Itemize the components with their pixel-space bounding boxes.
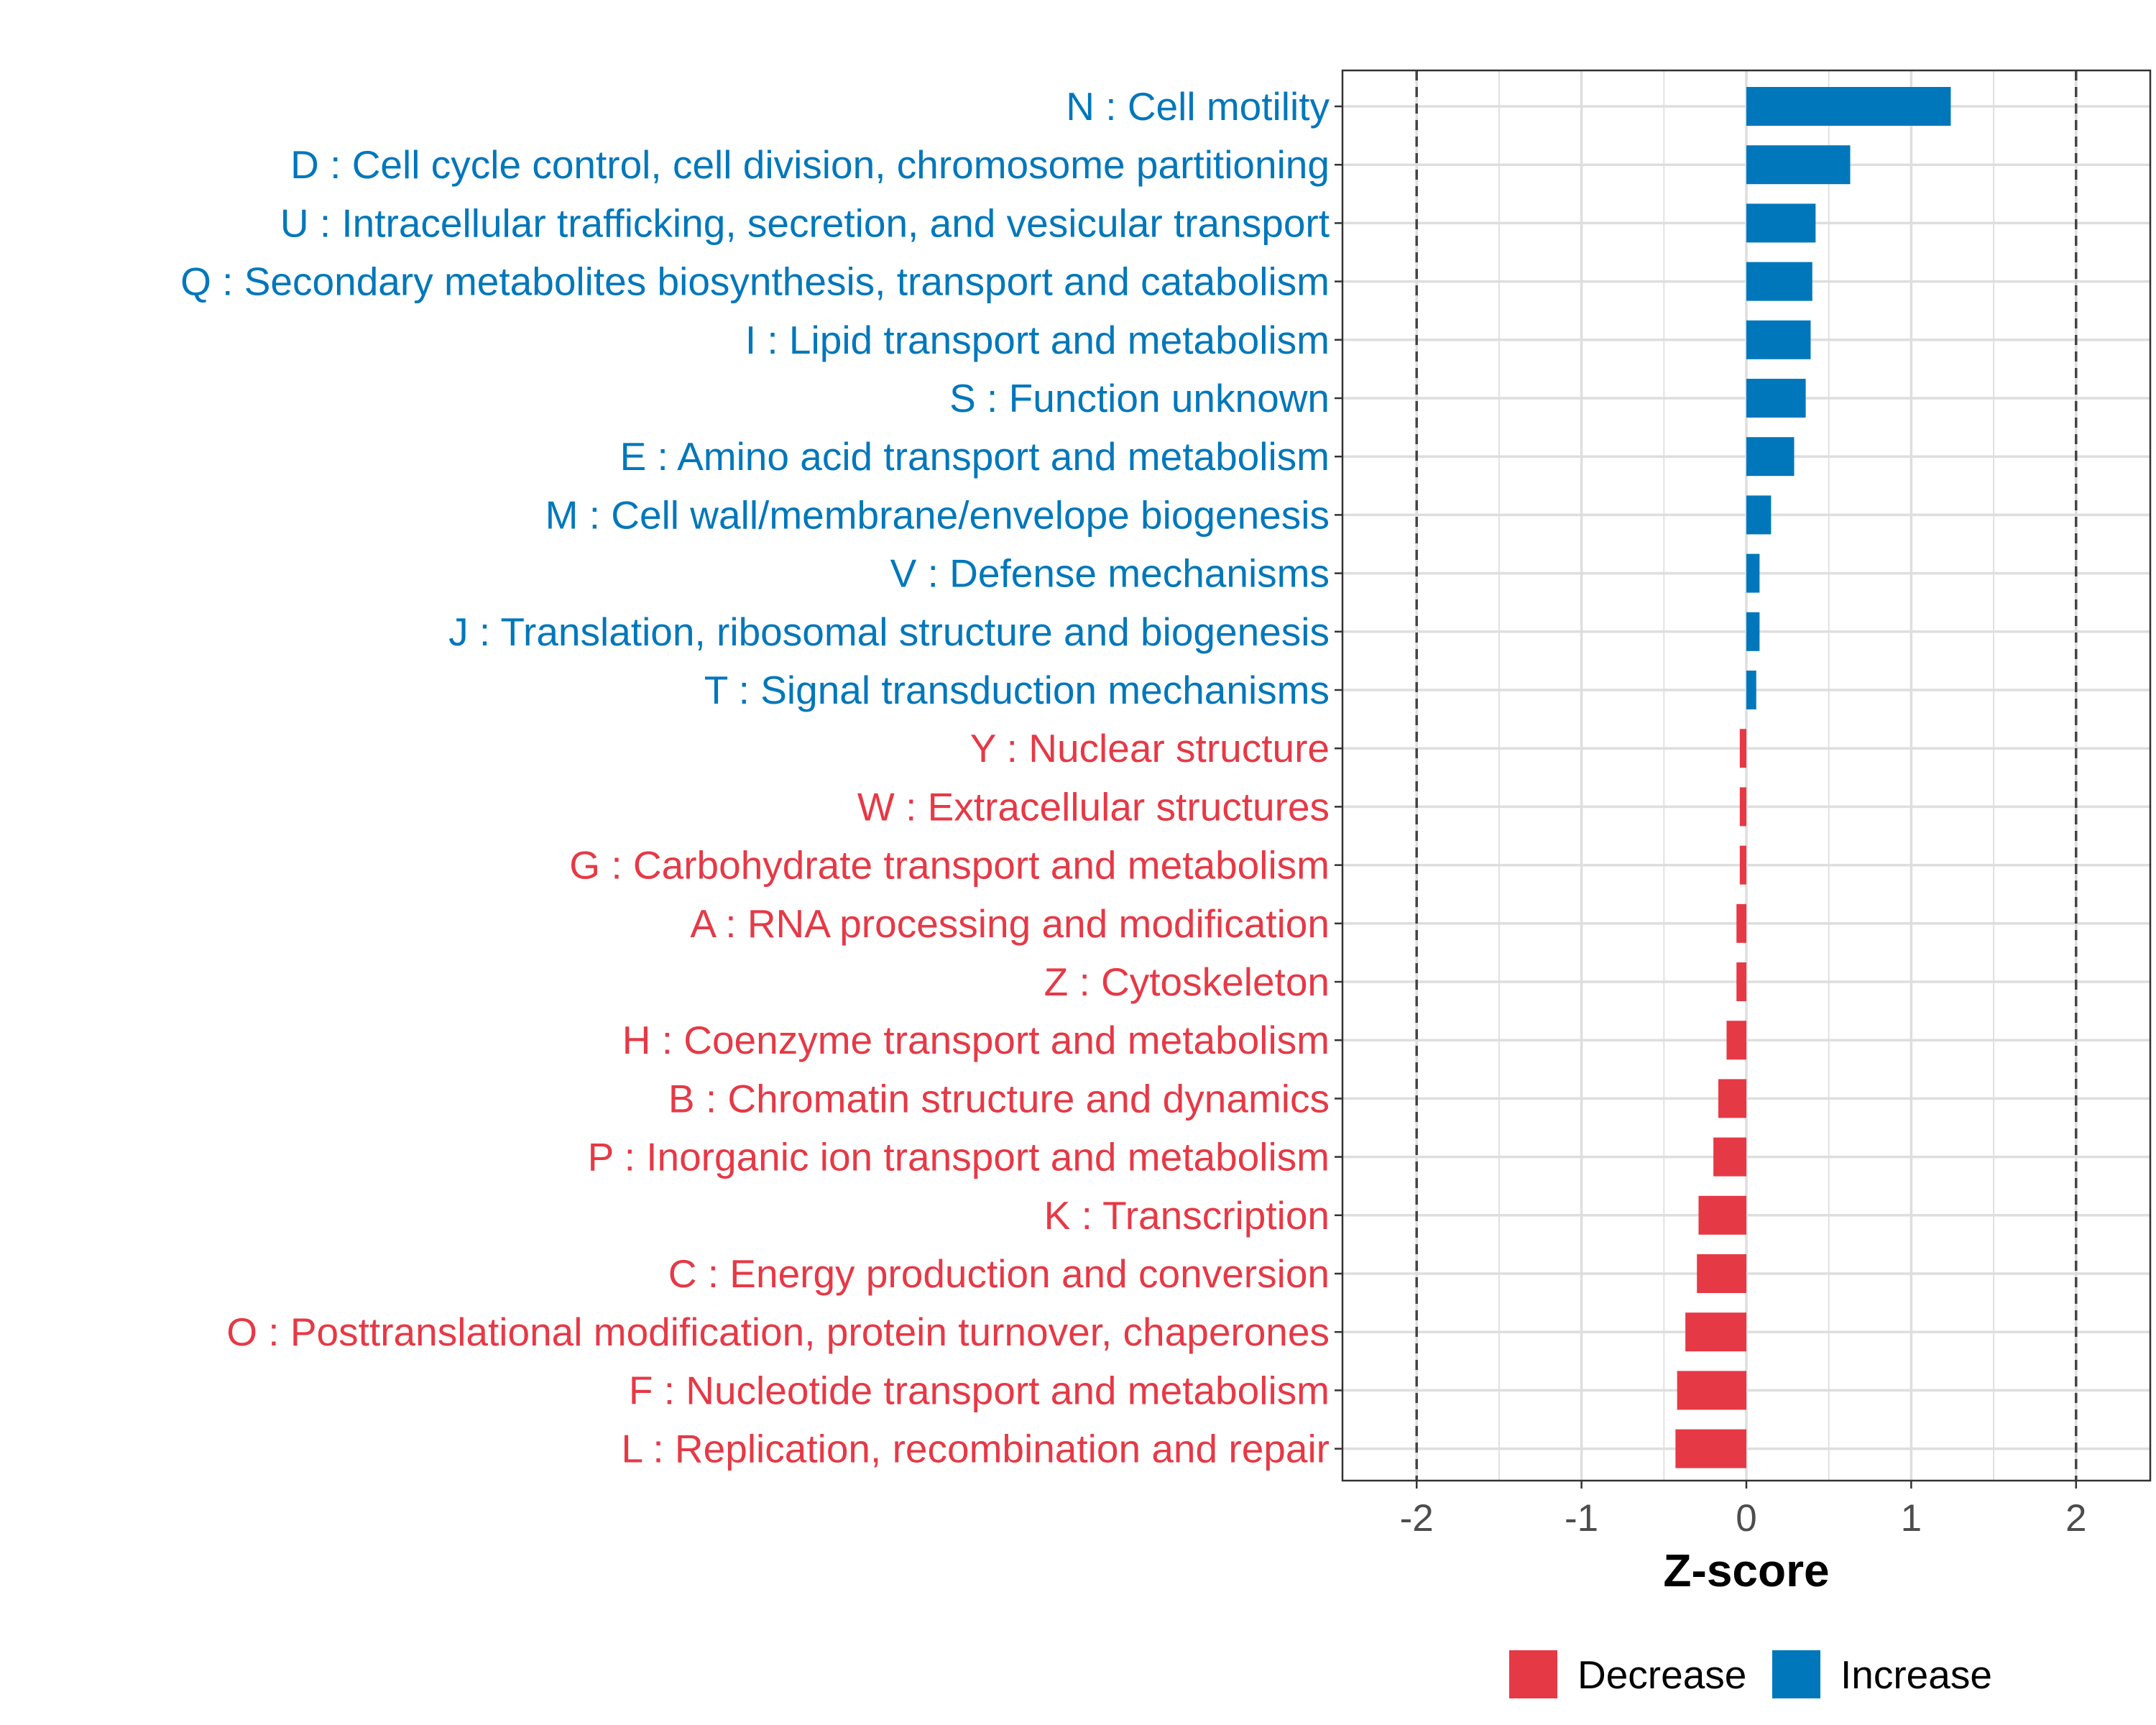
legend-label: Increase (1841, 1652, 1992, 1697)
category-label: D : Cell cycle control, cell division, c… (290, 142, 1330, 187)
bar (1746, 320, 1811, 359)
bar (1746, 553, 1760, 593)
category-label: T : Signal transduction mechanisms (704, 668, 1330, 712)
bar (1736, 962, 1746, 1001)
category-label: V : Defense mechanisms (890, 551, 1330, 596)
bar (1736, 903, 1746, 943)
bar (1746, 145, 1851, 185)
x-tick-label: 1 (1901, 1497, 1922, 1540)
bar (1746, 379, 1806, 418)
bars (1675, 87, 1951, 1468)
bar (1697, 1254, 1746, 1293)
x-axis-title: Z-score (1663, 1545, 1829, 1596)
category-label: I : Lipid transport and metabolism (745, 318, 1330, 362)
bar (1718, 1079, 1746, 1118)
bar (1746, 262, 1812, 301)
category-label: J : Translation, ribosomal structure and… (448, 610, 1330, 654)
category-label: S : Function unknown (949, 376, 1330, 420)
bar (1675, 1429, 1746, 1468)
category-label: Y : Nuclear structure (970, 726, 1330, 770)
bar (1746, 437, 1795, 477)
bar (1746, 495, 1772, 535)
category-label: W : Extracellular structures (857, 784, 1330, 829)
x-tick-label: -1 (1565, 1497, 1598, 1540)
bar (1739, 787, 1746, 827)
category-label: E : Amino acid transport and metabolism (620, 434, 1330, 479)
category-label: P : Inorganic ion transport and metaboli… (588, 1135, 1330, 1179)
legend-item: Decrease (1509, 1650, 1746, 1698)
bar (1685, 1312, 1746, 1352)
legend: Decrease Increase (1509, 1650, 1992, 1698)
x-tick-label: -2 (1400, 1497, 1434, 1540)
category-label: U : Intracellular trafficking, secretion… (280, 201, 1330, 245)
bar (1698, 1195, 1746, 1235)
category-labels: N : Cell motility D : Cell cycle control,… (180, 84, 1330, 1471)
category-label: B : Chromatin structure and dynamics (668, 1076, 1330, 1121)
bar (1726, 1021, 1746, 1060)
category-label: Z : Cytoskeleton (1044, 960, 1330, 1004)
category-label: G : Carbohydrate transport and metabolis… (569, 843, 1330, 888)
reference-lines (1415, 70, 2078, 1481)
category-label: N : Cell motility (1066, 84, 1330, 129)
bar (1713, 1137, 1746, 1177)
x-tick-label: 2 (2065, 1497, 2086, 1540)
x-axis-ticks: -2 -1 0 1 2 (1400, 1481, 2087, 1540)
y-axis-ticks (1335, 105, 1342, 1450)
category-label: M : Cell wall/membrane/envelope biogenes… (545, 492, 1330, 537)
category-label: F : Nucleotide transport and metabolism (629, 1368, 1330, 1412)
category-label: K : Transcription (1044, 1193, 1330, 1238)
legend-swatch (1509, 1650, 1557, 1698)
bar (1746, 203, 1816, 243)
legend-label: Decrease (1577, 1652, 1746, 1697)
category-label: A : RNA processing and modification (690, 901, 1330, 946)
bar (1746, 671, 1756, 709)
category-label: Q : Secondary metabolites biosynthesis, … (180, 259, 1330, 304)
bar (1746, 87, 1951, 126)
x-tick-label: 0 (1736, 1497, 1756, 1540)
legend-item: Increase (1772, 1650, 1992, 1698)
category-label: O : Posttranslational modification, prot… (226, 1310, 1330, 1354)
category-label: C : Energy production and conversion (668, 1251, 1330, 1296)
legend-swatch (1772, 1650, 1820, 1698)
category-label: H : Coenzyme transport and metabolism (622, 1018, 1330, 1062)
bar (1739, 845, 1746, 885)
category-label: L : Replication, recombination and repai… (622, 1427, 1330, 1471)
bar (1746, 612, 1760, 651)
bar (1677, 1371, 1746, 1410)
bar (1739, 729, 1746, 768)
